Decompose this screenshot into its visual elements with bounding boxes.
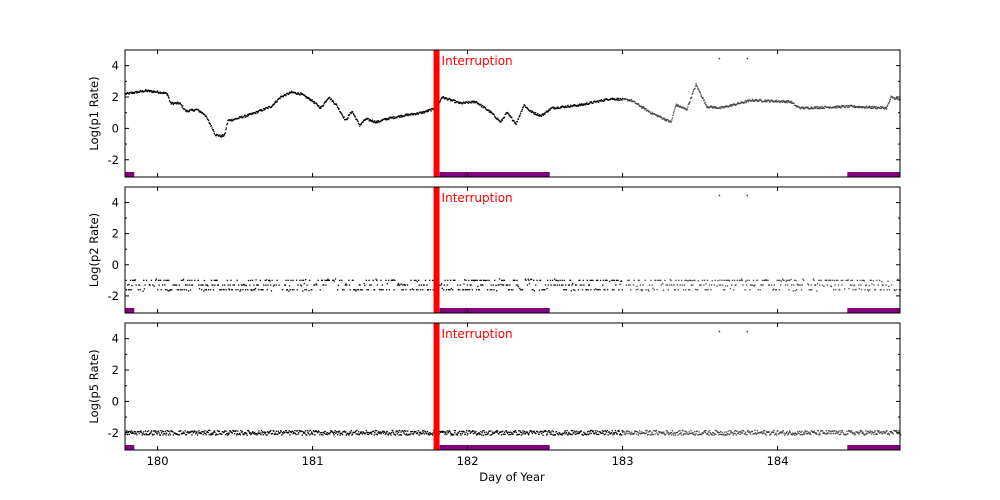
y-tick-label: 4 [112, 59, 119, 73]
x-tick-label: 184 [767, 454, 789, 468]
x-tick-label: 181 [302, 454, 324, 468]
x-tick-label: 182 [457, 454, 479, 468]
y-tick-label: 2 [112, 363, 119, 377]
interruption-label: Interruption [442, 191, 513, 205]
y-axis-label: Log(p1 Rate) [87, 76, 101, 150]
data-gap-bar [847, 445, 900, 450]
x-axis-label: Day of Year [479, 470, 545, 484]
interruption-line [433, 50, 440, 177]
y-axis-label: Log(p2 Rate) [87, 213, 101, 287]
data-points [125, 194, 902, 292]
interruption-label: Interruption [442, 54, 513, 68]
y-tick-label: 4 [112, 196, 119, 210]
interruption-line [433, 323, 440, 450]
axes-frame [124, 186, 901, 314]
data-gap-bar [847, 172, 900, 177]
y-tick-label: -2 [108, 153, 119, 167]
panel-3: Interruption -2 0 2 4 180 181 182 183 184 Log(p5 R… [87, 322, 902, 468]
data-gap-bar [439, 308, 550, 313]
data-gap-bar [847, 308, 900, 313]
y-axis-label: Log(p5 Rate) [87, 349, 101, 423]
y-tick-label: -2 [108, 426, 119, 440]
y-tick-label: 0 [112, 394, 119, 408]
interruption-label: Interruption [442, 327, 513, 341]
panel-2: Interruption -2 0 2 4 Log(p2 Rate) [87, 186, 902, 314]
data-gap-bar [439, 445, 550, 450]
panel-1: Interruption -2 0 2 4 Log(p1 Rate) [87, 49, 901, 178]
y-tick-label: 2 [112, 90, 119, 104]
y-tick-label: -2 [108, 289, 119, 303]
data-gap-bar [439, 172, 550, 177]
y-tick-label: 4 [112, 332, 119, 346]
axes-frame [124, 322, 901, 451]
data-gap-bar [125, 172, 135, 177]
y-tick-label: 2 [112, 227, 119, 241]
y-tick-label: 0 [112, 258, 119, 272]
y-tick-label: 0 [112, 121, 119, 135]
axes-frame [124, 49, 901, 178]
x-tick-label: 180 [147, 454, 169, 468]
interruption-line [433, 187, 440, 313]
x-tick-label: 183 [612, 454, 634, 468]
data-gap-bar [125, 308, 135, 313]
data-gap-bar [125, 445, 135, 450]
data-points [125, 330, 902, 436]
data-points [125, 57, 901, 138]
